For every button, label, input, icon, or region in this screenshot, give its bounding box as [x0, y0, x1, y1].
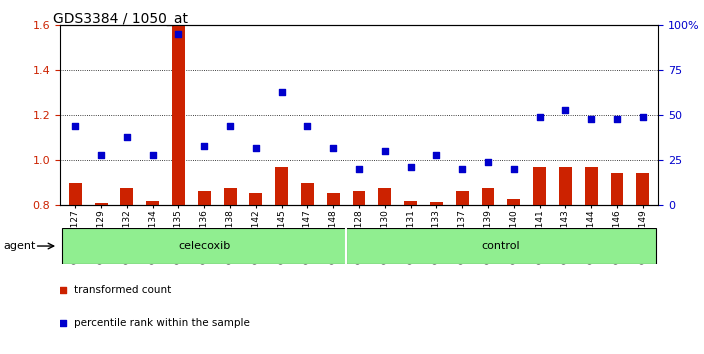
Bar	[301, 183, 314, 205]
Bar	[63, 228, 346, 264]
Bar	[224, 188, 237, 205]
Point	[379, 148, 391, 154]
Point	[250, 145, 261, 150]
Point	[637, 114, 648, 120]
Bar	[198, 191, 210, 205]
Bar	[353, 191, 365, 205]
Point	[70, 123, 81, 129]
Bar	[404, 201, 417, 205]
Point	[96, 152, 107, 158]
Bar	[146, 201, 159, 205]
Bar	[94, 203, 108, 205]
Bar	[346, 228, 655, 264]
Point	[147, 152, 158, 158]
Point	[405, 165, 416, 170]
Point	[560, 107, 571, 113]
Bar	[559, 167, 572, 205]
Bar	[430, 202, 443, 205]
Point	[199, 143, 210, 149]
Point	[121, 134, 132, 139]
Bar	[508, 199, 520, 205]
Bar	[455, 191, 469, 205]
Point	[482, 159, 494, 165]
Text: transformed count: transformed count	[74, 285, 172, 295]
Point	[457, 166, 468, 172]
Point	[611, 116, 622, 121]
Bar	[69, 183, 82, 205]
Point	[327, 145, 339, 150]
Bar	[378, 188, 391, 205]
Point	[586, 116, 597, 121]
Point	[353, 166, 365, 172]
Bar	[636, 173, 649, 205]
Bar	[327, 193, 340, 205]
Point	[534, 114, 545, 120]
Point	[173, 31, 184, 37]
Point	[266, 155, 277, 160]
Point	[225, 123, 236, 129]
Text: control: control	[482, 241, 520, 251]
Bar	[120, 188, 133, 205]
Bar	[482, 188, 494, 205]
Point	[302, 123, 313, 129]
Point	[276, 89, 287, 95]
Text: celecoxib: celecoxib	[178, 241, 230, 251]
Bar	[275, 167, 288, 205]
Bar	[610, 173, 624, 205]
Bar	[249, 193, 263, 205]
Point	[431, 152, 442, 158]
Text: agent: agent	[4, 241, 36, 251]
Bar	[585, 167, 598, 205]
Point	[508, 166, 520, 172]
Text: percentile rank within the sample: percentile rank within the sample	[74, 318, 250, 328]
Bar	[533, 167, 546, 205]
Bar	[172, 25, 185, 205]
Text: GDS3384 / 1050_at: GDS3384 / 1050_at	[53, 12, 188, 27]
